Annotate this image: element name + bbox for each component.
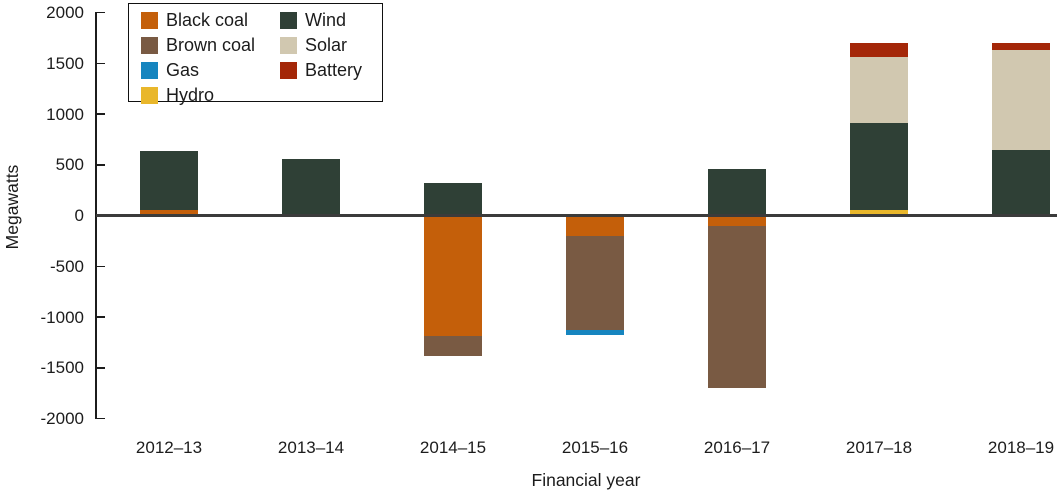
y-axis-tick [96, 316, 105, 318]
legend: Black coal Brown coal Gas Hydro Wind Solar Bat… [128, 3, 383, 104]
legend-label: Wind [305, 10, 347, 30]
y-axis-line [95, 12, 97, 419]
x-axis-tick-label: 2016–17 [703, 438, 771, 457]
bar-segment-battery [850, 42, 908, 58]
y-axis-tick-label: 1500 [46, 53, 84, 73]
legend-item-battery: Battery [280, 61, 362, 79]
bar-segment-brown-coal [424, 336, 482, 356]
y-axis-tick [96, 62, 105, 64]
y-axis-tick [96, 113, 105, 115]
bar-segment-black-coal [708, 215, 766, 226]
bar-segment-brown-coal [708, 225, 766, 389]
legend-label: Brown coal [166, 35, 256, 55]
y-axis-tick [96, 164, 105, 166]
y-axis-tick-label: 0 [74, 206, 84, 225]
bar-segment-wind [140, 150, 198, 211]
legend-swatch-icon [280, 61, 297, 79]
bar-segment-wind [992, 149, 1050, 216]
x-axis-tick-label: 2013–14 [277, 438, 345, 457]
legend-item-hydro: Hydro [141, 86, 268, 104]
y-axis-tick [96, 417, 105, 420]
y-axis-tick-label: -2000 [40, 409, 84, 428]
legend-label: Hydro [166, 85, 215, 105]
y-axis-tick [96, 367, 105, 369]
x-axis-tick-label: 2014–15 [419, 438, 487, 457]
y-axis-tick [96, 265, 105, 267]
legend-swatch-icon [141, 36, 158, 54]
legend-swatch-icon [141, 11, 158, 29]
legend-swatch-icon [141, 61, 158, 79]
legend-column: Wind Solar Battery [280, 4, 362, 101]
x-axis-tick-label: 2018–19 [987, 438, 1055, 457]
x-axis-tick-label: 2015–16 [561, 438, 629, 457]
bar-segment-wind [424, 183, 482, 216]
bar-segment-solar [850, 57, 908, 124]
y-axis-tick-label: 1000 [46, 104, 84, 124]
legend-label: Solar [305, 35, 348, 55]
legend-swatch-icon [280, 36, 297, 54]
bar-segment-hydro [850, 210, 908, 216]
bar-segment-gas [566, 330, 624, 335]
legend-item-black-coal: Black coal [141, 11, 268, 29]
legend-column: Black coal Brown coal Gas Hydro [141, 4, 268, 104]
bar-segment-brown-coal [566, 235, 624, 331]
legend-item-wind: Wind [280, 11, 362, 29]
bar-segment-black-coal [424, 215, 482, 337]
zero-baseline [96, 214, 1057, 217]
legend-swatch-icon [141, 86, 158, 104]
y-axis-tick-label: -1500 [40, 358, 84, 378]
bar-segment-black-coal [566, 215, 624, 236]
legend-item-solar: Solar [280, 36, 362, 54]
x-axis-tick-label: 2012–13 [135, 438, 203, 457]
x-axis-title: Financial year [531, 470, 641, 490]
legend-label: Battery [305, 60, 363, 80]
legend-label: Gas [166, 60, 200, 80]
x-axis-tick-label: 2017–18 [845, 438, 913, 457]
bar-segment-solar [992, 50, 1050, 150]
y-axis-tick-label: -500 [49, 256, 84, 276]
y-axis-tick-label: 2000 [46, 3, 84, 22]
bar-segment-wind [708, 168, 766, 216]
bar-segment-battery [992, 42, 1050, 51]
legend-label: Black coal [166, 10, 249, 30]
y-axis-tick-label: 500 [55, 155, 84, 175]
legend-item-brown-coal: Brown coal [141, 36, 268, 54]
y-axis-tick-label: -1000 [40, 307, 84, 327]
legend-item-gas: Gas [141, 61, 268, 79]
bar-segment-black-coal [140, 210, 198, 216]
bar-segment-wind [282, 158, 340, 216]
bar-segment-wind [850, 123, 908, 211]
y-axis-tick [96, 11, 105, 14]
legend-swatch-icon [280, 11, 297, 29]
